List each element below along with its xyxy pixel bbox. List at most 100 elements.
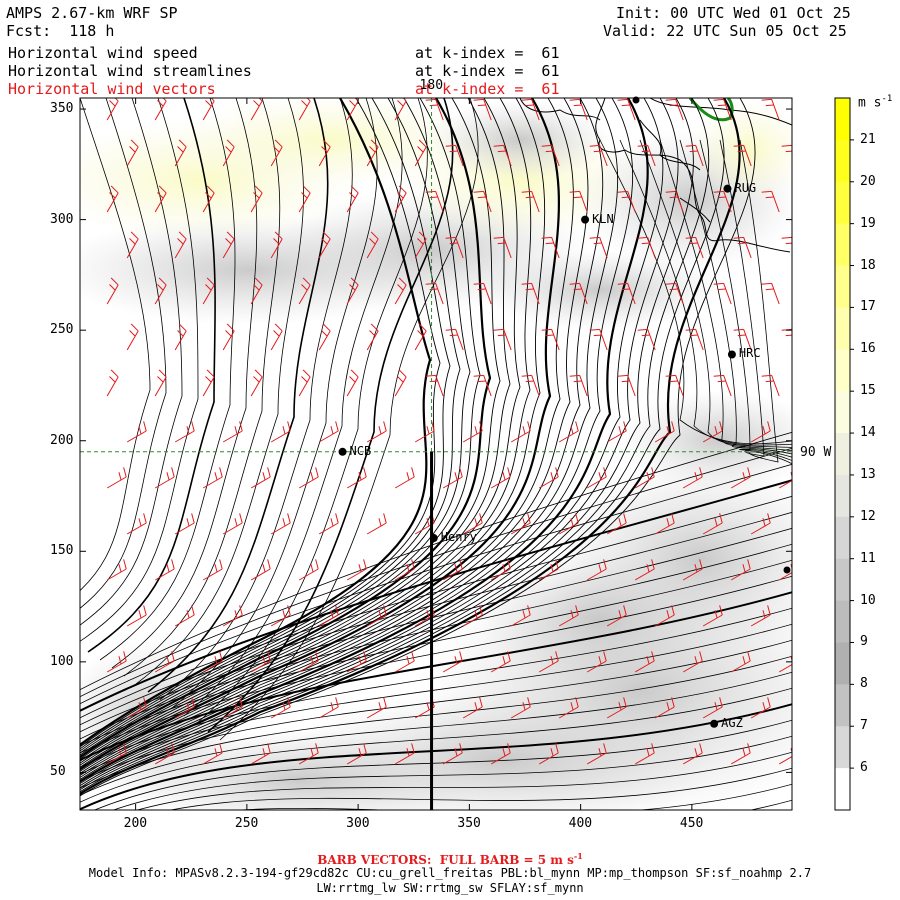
y-tick-label: 250 [50, 322, 74, 338]
wind-barb [442, 743, 463, 765]
wind-speed-shading [80, 98, 792, 810]
wind-barb [558, 697, 579, 719]
station-label: KLN [592, 211, 614, 226]
forecast-hour: Fcst: 118 h [6, 22, 115, 40]
wind-barb [106, 559, 127, 581]
colorbar-label: 17 [860, 299, 876, 315]
wind-barb [733, 236, 752, 259]
colorbar-label: 13 [860, 466, 876, 482]
colorbar-label: 21 [860, 131, 876, 147]
wind-barb [154, 559, 175, 581]
station-dot [710, 719, 719, 728]
wind-barb [222, 697, 243, 719]
wind-barb [781, 236, 792, 245]
streamline [80, 98, 694, 789]
streamline [80, 98, 649, 783]
colorbar-label: 9 [860, 634, 868, 650]
wind-barb [414, 323, 427, 351]
model-title: AMPS 2.67-km WRF SP [6, 4, 178, 22]
wind-barb [202, 98, 215, 121]
streamline [80, 98, 574, 772]
field-name-vectors: Horizontal wind vectors [8, 80, 216, 98]
wind-barb [473, 190, 492, 213]
colorbar-label: 14 [860, 425, 876, 441]
wind-barb [318, 323, 331, 351]
streamline [80, 98, 432, 747]
wind-barb [250, 467, 271, 489]
wind-barb [665, 190, 684, 213]
streamline [195, 98, 428, 725]
wind-barb [394, 559, 415, 581]
wind-barb [250, 277, 263, 305]
streamline [80, 98, 461, 752]
wind-barb [270, 139, 283, 167]
wind-barb [106, 98, 119, 121]
station-label: NCB [349, 443, 372, 458]
wind-barb [366, 231, 379, 259]
field-level-speed: at k-index = 61 [415, 44, 560, 62]
wind-barb [202, 743, 223, 765]
plot-frame [79, 97, 793, 811]
wind-barb [394, 651, 415, 673]
meridian-180-label: 180 [419, 78, 444, 93]
streamline [123, 98, 281, 677]
wind-barb [606, 421, 627, 443]
wind-barb [761, 98, 780, 121]
wind-barb [154, 369, 167, 397]
wind-barb [617, 282, 636, 305]
wind-barb [298, 277, 311, 305]
wind-barb [394, 369, 407, 397]
wind-barb [702, 605, 723, 627]
colorbar-segment [835, 265, 850, 308]
station-dot [338, 447, 347, 456]
colorbar-label: 18 [860, 257, 876, 273]
colorbar-label: 10 [860, 592, 876, 608]
colorbar-segment [835, 726, 850, 769]
wind-barb [394, 98, 407, 121]
y-tick-label: 350 [50, 101, 74, 117]
wind-barb [665, 374, 684, 397]
wind-barb [521, 374, 540, 397]
wind-barb [637, 144, 656, 167]
wind-barb [473, 374, 492, 397]
wind-barb [799, 513, 818, 534]
wind-barb [346, 559, 367, 581]
colorbar-unit: m s-1 [858, 94, 893, 111]
streamline [135, 98, 304, 685]
wind-barb [270, 323, 283, 351]
wind-barb [462, 697, 483, 719]
wind-barb [733, 144, 752, 167]
wind-barb [750, 421, 771, 443]
colorbar-label: 20 [860, 173, 876, 189]
streamline [80, 607, 792, 768]
station-dot [723, 184, 732, 193]
wind-barb [346, 467, 367, 489]
wind-barb [799, 605, 818, 626]
wind-barb [510, 513, 531, 535]
colorbar-label: 6 [860, 760, 868, 776]
wind-barb [366, 513, 387, 535]
streamline [80, 98, 199, 642]
station-dot [429, 534, 438, 543]
wind-barb [174, 697, 195, 719]
wind-barb [394, 743, 415, 765]
wind-barb [733, 328, 752, 351]
wind-barb [154, 98, 167, 121]
colorbar-label: 16 [860, 341, 876, 357]
wind-barb [558, 513, 579, 535]
wind-barb [462, 513, 483, 535]
station-label: AGZ [721, 715, 743, 730]
streamline [80, 98, 619, 779]
streamline [80, 671, 792, 796]
streamline [639, 139, 792, 448]
wind-barb [250, 98, 263, 121]
wind-barb [318, 697, 339, 719]
wind-barb [490, 559, 511, 581]
streamline [80, 623, 792, 775]
wind-barb [270, 605, 291, 627]
wind-barb [730, 559, 751, 581]
streamline [183, 98, 403, 717]
wind-barb [761, 374, 780, 397]
wind-barb [202, 185, 215, 213]
wind-barb [586, 743, 607, 765]
